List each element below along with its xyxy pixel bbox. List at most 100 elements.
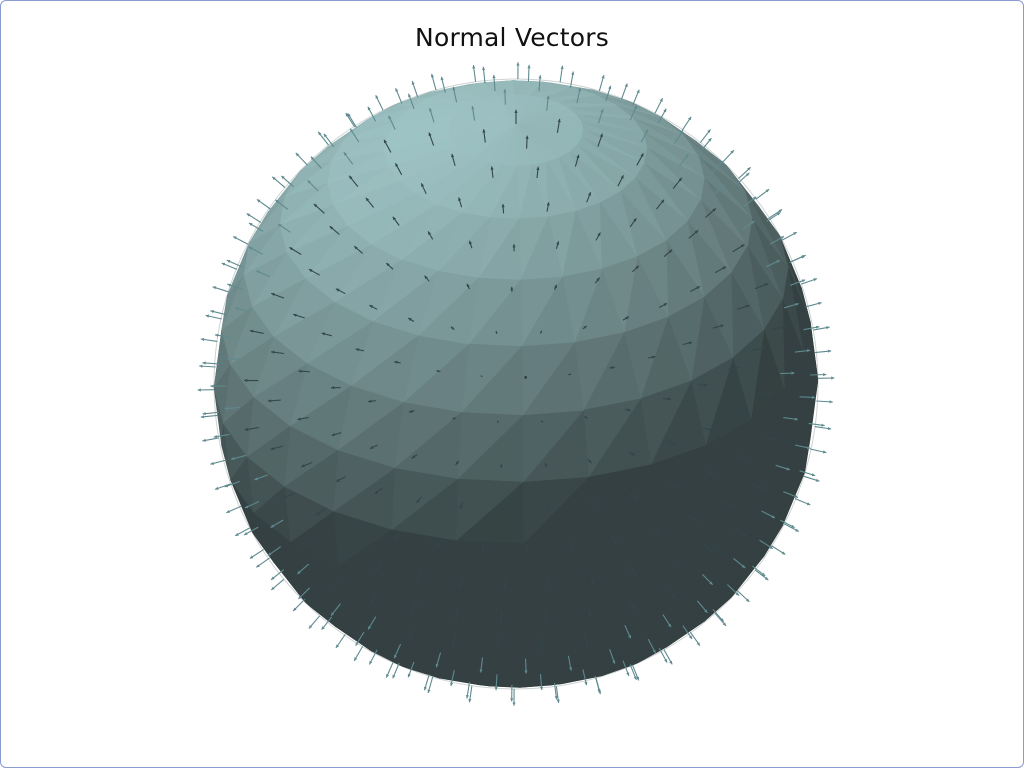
normal-vector-arrow [408, 626, 416, 641]
normal-vector-arrow [696, 600, 708, 614]
normal-vector-arrow [249, 548, 265, 559]
normal-vector-arrow [667, 440, 676, 445]
normal-vector-arrow [388, 115, 396, 130]
normal-vector-arrow [210, 459, 227, 465]
normal-vector-arrow [814, 349, 832, 354]
sphere-facet [450, 123, 517, 125]
normal-vector-arrow [594, 676, 601, 693]
normal-vector-arrow [331, 432, 342, 437]
normal-vector-arrow [365, 197, 375, 208]
normal-vector-arrow [687, 514, 699, 523]
normal-vector-arrow [427, 676, 434, 694]
normal-vector-arrow [817, 376, 835, 380]
sphere-facet [515, 95, 530, 125]
normal-vector-arrow [799, 395, 816, 399]
normal-vector-arrow [663, 649, 673, 665]
normal-vector-arrow [794, 498, 811, 506]
normal-vector-arrow [775, 464, 791, 471]
normal-vector-arrow [668, 556, 678, 567]
normal-vector-arrow [783, 303, 799, 309]
normal-vector-arrow [622, 660, 630, 677]
normal-vector-arrow [699, 129, 711, 144]
normal-vector-arrow [197, 388, 215, 392]
normal-vector-arrow [490, 166, 494, 178]
normal-vector-arrow [411, 600, 418, 614]
normal-vector-arrow [353, 520, 363, 530]
normal-vector-arrow [394, 162, 403, 176]
normal-vector-arrow [583, 416, 588, 419]
normal-vector-arrow [587, 458, 592, 464]
normal-vector-arrow [347, 113, 357, 128]
normal-vector-arrow [574, 154, 580, 167]
normal-vector-arrow [503, 578, 507, 590]
normal-vector-arrow [587, 605, 593, 618]
normal-vector-arrow [737, 304, 750, 310]
normal-vector-arrow [353, 245, 363, 254]
normal-vector-arrow [289, 246, 302, 255]
normal-vector-arrow [567, 655, 573, 671]
normal-vector-arrow [466, 283, 470, 290]
normal-vector-arrow [375, 94, 384, 111]
normal-vector-arrow [688, 229, 699, 239]
normal-vector-arrow [525, 135, 529, 149]
normal-vector-arrow [783, 523, 800, 532]
normal-vector-arrow [499, 609, 503, 623]
normal-vector-arrow [682, 625, 693, 640]
normal-vector-arrow [610, 535, 618, 544]
normal-vector-arrow [597, 133, 603, 147]
normal-vector-arrow [620, 83, 628, 100]
normal-vector-arrow [754, 569, 769, 581]
normal-vector-arrow [779, 519, 795, 529]
normal-vector-arrow [458, 197, 463, 208]
normal-vector-arrow [510, 286, 514, 292]
normal-vector-arrow [648, 355, 656, 359]
normal-vector-arrow [629, 105, 638, 121]
normal-vector-arrow [628, 451, 636, 456]
normal-vector-arrow [459, 502, 464, 510]
normal-vector-arrow [226, 505, 242, 514]
normal-vector-arrow [367, 616, 377, 630]
normal-vector-arrow [368, 399, 376, 403]
normal-vector-arrow [374, 487, 383, 495]
normal-vector-arrow [755, 188, 770, 200]
normal-vector-arrow [799, 470, 816, 477]
normal-vector-arrow [313, 203, 325, 214]
normal-vector-arrow [459, 576, 464, 588]
normal-vector-arrow [244, 378, 259, 383]
sphere-facet [454, 115, 517, 125]
normal-vector-arrow [810, 448, 827, 454]
normal-vector-arrow [277, 223, 291, 233]
normal-vector-arrow [705, 207, 717, 218]
normal-vector-arrow [454, 607, 460, 620]
normal-vector-arrow [271, 350, 284, 355]
normal-vector-arrow [514, 109, 518, 124]
normal-vector-arrow [733, 411, 746, 415]
normal-vector-arrow [335, 633, 346, 649]
normal-vector-arrow [752, 347, 766, 351]
normal-vector-arrow [310, 156, 322, 169]
normal-vector-arrow [243, 526, 259, 536]
normal-vector-arrow [308, 615, 321, 629]
normal-vector-arrow [555, 686, 560, 703]
normal-vector-arrow [450, 326, 455, 331]
normal-vector-arrow [650, 526, 660, 535]
normal-vector-arrow [540, 636, 545, 651]
normal-vector-arrow [256, 198, 271, 210]
normal-vector-arrow [736, 590, 750, 603]
normal-vector-arrow [423, 674, 430, 691]
normal-vector-arrow [202, 437, 219, 442]
normal-vector-arrow [582, 669, 588, 686]
normal-vector-arrow [734, 453, 747, 459]
normal-vector-arrow [468, 685, 473, 703]
sphere-facet [485, 98, 517, 125]
normal-vector-arrow [440, 76, 446, 93]
normal-vector-arrow [524, 658, 528, 674]
normal-vector-arrow [221, 262, 238, 270]
normal-vector-arrow [631, 664, 640, 681]
normal-vector-arrow [712, 324, 724, 329]
normal-vector-arrow [368, 649, 378, 665]
normal-vector-arrow [553, 284, 558, 291]
normal-vector-arrow [624, 624, 632, 639]
